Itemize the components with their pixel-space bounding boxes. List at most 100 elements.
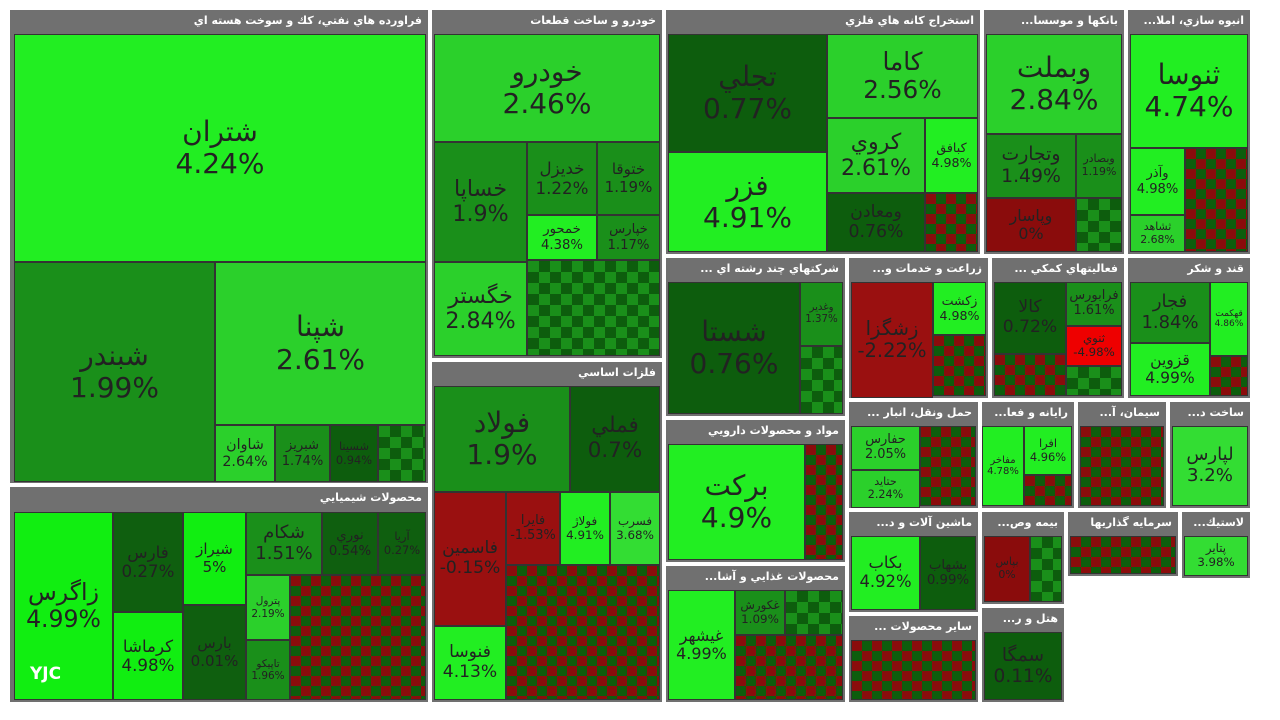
- sector-title: ساير محصولات ...: [874, 620, 972, 633]
- tile-value: 4.91%: [703, 201, 792, 234]
- tile-value: 1.61%: [1073, 303, 1115, 318]
- sector: بيمه وص... بپاس 0%: [982, 512, 1064, 604]
- tile-label: زشگزا: [865, 316, 919, 340]
- tile: پترول 2.19%: [246, 575, 290, 640]
- tile-value: -0.15%: [439, 558, 501, 578]
- tile-value: 0.11%: [993, 666, 1053, 687]
- sector-title: سرمايه گذاريها: [1090, 516, 1172, 529]
- tile-label: خساپا: [453, 175, 508, 202]
- tile: فرابورس 1.61%: [1066, 282, 1122, 326]
- sector-title: محصولات غذايي و آشا...: [704, 570, 839, 583]
- tile-value: 2.61%: [840, 155, 912, 181]
- tile-value: 1.22%: [535, 178, 589, 198]
- small-tiles: [527, 260, 660, 356]
- small-tiles: [994, 354, 1066, 396]
- tile-value: 2.19%: [251, 607, 285, 620]
- tile-value: 2.68%: [1140, 232, 1175, 246]
- tile: زشگزا -2.22%: [851, 282, 933, 398]
- tile: ثشاهد 2.68%: [1130, 215, 1185, 252]
- tile: خگستر 2.84%: [434, 262, 527, 356]
- tile-value: 0.99%: [926, 573, 970, 588]
- tile-value: 1.9%: [466, 438, 538, 471]
- tile-value: 2.56%: [863, 75, 942, 104]
- tile: شسينا 0.94%: [330, 425, 378, 482]
- tile-value: 2.05%: [864, 447, 907, 462]
- sector-title: فلزات اساسي: [578, 366, 656, 379]
- sector: ساير محصولات ...: [849, 616, 978, 702]
- tile-label: مفاخر: [990, 454, 1016, 466]
- tile: شكام 1.51%: [246, 512, 322, 575]
- tile-label: كروي: [850, 130, 902, 156]
- sector-title: انبوه سازي، املا...: [1143, 14, 1244, 27]
- tile-label: بكاب: [868, 553, 903, 573]
- small-tiles: [1070, 536, 1176, 574]
- tile: وغدير 1.37%: [800, 282, 843, 346]
- tile-label: تجلي: [718, 59, 777, 93]
- tile-value: 0.76%: [689, 347, 779, 380]
- tile-value: 4.74%: [1144, 90, 1234, 123]
- small-tiles: [1024, 475, 1072, 506]
- tile: وپاسار 0%: [986, 198, 1076, 252]
- tile-value: -2.22%: [857, 339, 927, 362]
- tile: تاپيكو 1.96%: [246, 640, 290, 700]
- tile-label: فرابورس: [1069, 288, 1119, 304]
- tile-label: شاوان: [226, 437, 264, 454]
- tile-value: 1.19%: [604, 177, 653, 196]
- tile-label: وتجارت: [1001, 144, 1061, 166]
- tile-label: ثشاهد: [1143, 220, 1172, 233]
- tile-value: 0.01%: [190, 651, 239, 670]
- small-tiles: [290, 575, 426, 700]
- sector-title: سيمان، آ...: [1099, 406, 1160, 419]
- tile-value: 4.98%: [121, 656, 175, 675]
- tile-label: نوري: [336, 528, 364, 544]
- tile-label: ختوقا: [611, 160, 646, 179]
- tile-value: 2.84%: [445, 308, 516, 334]
- tile: شبريز 1.74%: [275, 425, 330, 482]
- tile-value: 4.98%: [931, 154, 972, 170]
- small-tiles: [851, 640, 976, 700]
- tile-label: غكورش: [740, 597, 780, 612]
- tile-value: 4.99%: [1145, 368, 1195, 387]
- tile-label: خديزل: [539, 159, 585, 179]
- sector-title: فعاليتهاي كمكي ...: [1014, 262, 1118, 275]
- tile-label: زكشت: [941, 292, 978, 308]
- sector-title: هتل و ر...: [1002, 612, 1058, 625]
- tile: كالا 0.72%: [994, 282, 1066, 354]
- tile: مفاخر 4.78%: [982, 426, 1024, 506]
- tile: شاوان 2.64%: [215, 425, 275, 482]
- tile-label: زاگرس: [28, 577, 99, 606]
- tile-label: فسرب: [617, 513, 653, 528]
- tile: حتايد 2.24%: [851, 470, 920, 508]
- tile: شتران 4.24%: [14, 34, 426, 262]
- tile-label: شبندر: [80, 338, 149, 372]
- sector: خودرو و ساخت قطعات خودرو 2.46% خساپا 1.9% خدي…: [432, 10, 662, 358]
- tile-label: خودرو: [511, 54, 583, 88]
- tile-value: 1.09%: [741, 611, 779, 626]
- tile: وبملت 2.84%: [986, 34, 1122, 134]
- tile: شپنا 2.61%: [215, 262, 426, 425]
- tile-label: وغدير: [809, 302, 834, 314]
- tile-value: 1.74%: [281, 453, 324, 469]
- tile: ثنوي -4.98%: [1066, 326, 1122, 366]
- sector-title: استخراج كانه هاي فلزي: [845, 14, 974, 27]
- tile-label: تاپيكو: [256, 657, 280, 670]
- tile: فجار 1.84%: [1130, 282, 1210, 343]
- sector: سيمان، آ...: [1078, 402, 1166, 508]
- tile-label: ومعادن: [850, 201, 902, 222]
- tile-label: حفارس: [865, 432, 906, 448]
- tile-value: 4.99%: [676, 644, 727, 663]
- tile-label: فولاد: [473, 405, 531, 439]
- tile-label: بشهاب: [928, 557, 968, 573]
- tile: خديزل 1.22%: [527, 142, 597, 215]
- watermark: YJC: [30, 664, 62, 684]
- tile: شيراز 5%: [183, 512, 246, 605]
- tile: كروي 2.61%: [827, 118, 925, 193]
- sector-title: فراورده هاي نفتي، كك و سوخت هسته اي: [193, 14, 422, 27]
- tile: فسرب 3.68%: [610, 492, 660, 565]
- sector-title: رايانه و فعا...: [994, 406, 1068, 419]
- tile: ومعادن 0.76%: [827, 193, 925, 252]
- tile-value: 1.9%: [452, 201, 509, 227]
- tile: خپارس 1.17%: [597, 215, 660, 260]
- small-tiles: [1185, 148, 1248, 252]
- tile: بشهاب 0.99%: [920, 536, 976, 610]
